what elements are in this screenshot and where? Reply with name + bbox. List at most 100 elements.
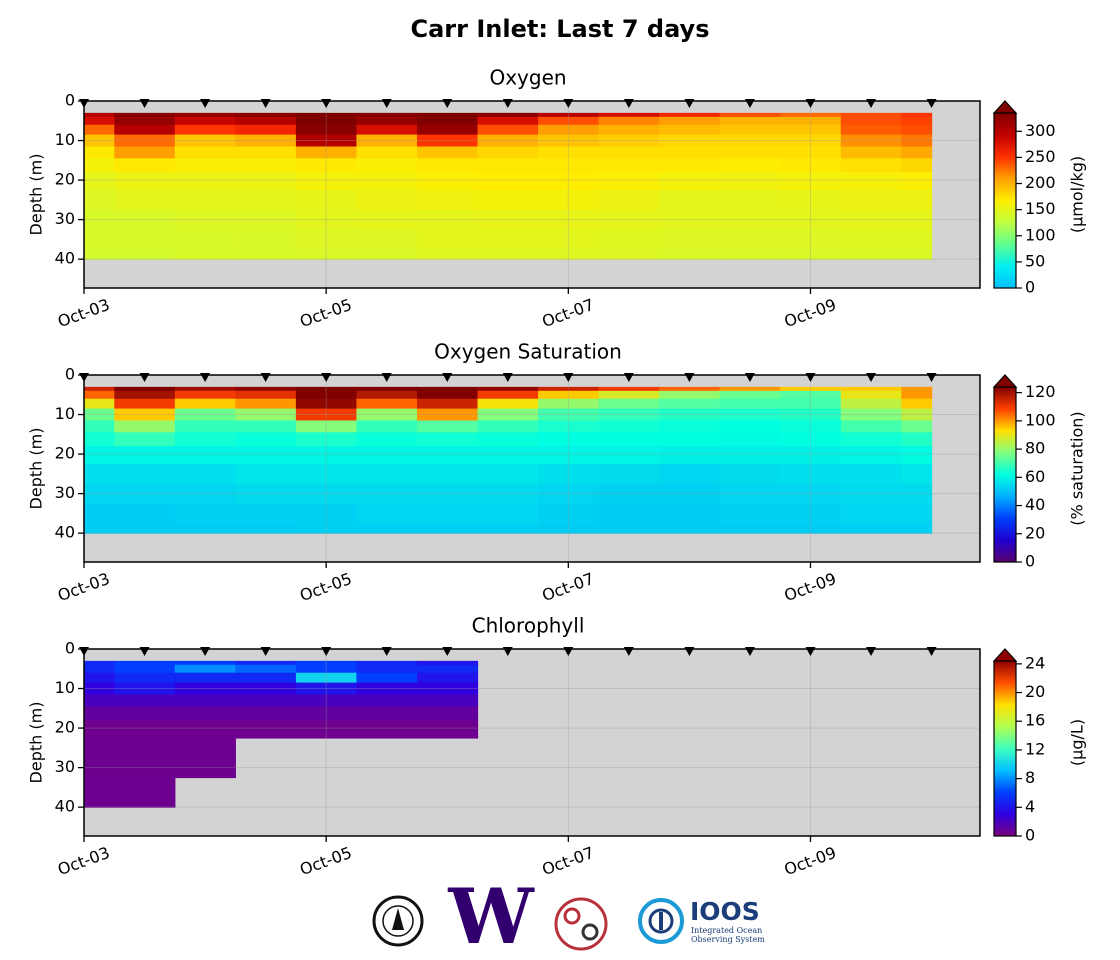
heat-cell [901, 390, 933, 400]
heat-cell [295, 209, 358, 231]
heat-cell [477, 249, 539, 260]
heat-cell [356, 694, 418, 707]
heat-cell [416, 124, 479, 136]
heat-cell [477, 420, 539, 433]
cast-marker [684, 99, 695, 108]
cast-marker [139, 647, 150, 656]
y-axis-label: Depth (m) [27, 428, 46, 510]
heat-cell [719, 446, 781, 465]
y-tick-label: 30 [55, 209, 75, 228]
heat-cell [901, 189, 933, 211]
heat-cell [84, 523, 115, 534]
logo-uw: W [447, 872, 535, 960]
heat-cell [780, 523, 842, 534]
cast-marker [260, 647, 271, 656]
heat-cell [901, 483, 933, 505]
heat-cell [416, 463, 479, 485]
heat-cell [174, 390, 236, 400]
heat-cell [659, 446, 721, 465]
heat-cell [719, 189, 781, 211]
heat-cell [84, 797, 115, 808]
heat-cell [235, 229, 297, 250]
heat-cell [174, 737, 236, 759]
logo-ioos-ring [638, 898, 684, 944]
heat-cell [901, 229, 933, 250]
heat-cell [840, 229, 902, 250]
heat-cell [659, 463, 721, 485]
figure-title: Carr Inlet: Last 7 days [410, 15, 709, 43]
heat-cell [295, 523, 358, 534]
heat-cell [538, 420, 600, 433]
cast-marker [79, 99, 89, 108]
heat-cell [598, 390, 660, 400]
heat-cell [598, 229, 660, 250]
cast-marker [744, 373, 755, 382]
y-tick-label: 40 [55, 797, 75, 816]
heat-cell [840, 420, 902, 433]
cast-marker [381, 99, 392, 108]
heat-cell [780, 408, 842, 422]
heat-cell [416, 660, 479, 666]
heat-cell [84, 706, 115, 721]
heat-cell [598, 420, 660, 433]
heat-cell [538, 386, 600, 392]
heat-cell [295, 398, 358, 410]
colorbar-tick-label: 16 [1025, 711, 1045, 730]
heat-cell [174, 694, 236, 707]
heat-cell [114, 463, 176, 485]
heat-cell [174, 523, 236, 534]
heat-cell [840, 172, 902, 191]
y-tick-label: 30 [55, 483, 75, 502]
heat-cell [477, 483, 539, 505]
colorbar-tick-label: 20 [1025, 523, 1045, 542]
cast-marker [502, 647, 513, 656]
heat-cell [356, 209, 418, 231]
heat-cell [659, 172, 721, 191]
colorbar [994, 113, 1016, 288]
heat-cell [901, 446, 933, 465]
x-tick-label: Oct-03 [55, 295, 112, 331]
colorbar-tick-label: 100 [1025, 410, 1056, 429]
heat-cell [538, 189, 600, 211]
heat-cell [840, 523, 902, 534]
heat-cell [416, 672, 479, 684]
heat-cell [295, 172, 358, 191]
heat-cell [84, 694, 115, 707]
heat-cell [114, 146, 176, 159]
heat-cell [598, 146, 660, 159]
y-tick-label: 20 [55, 170, 75, 189]
heat-cell [356, 124, 418, 136]
colorbar-label: (μg/L) [1068, 719, 1087, 766]
heat-cell [114, 116, 176, 126]
heat-cell [295, 694, 358, 707]
heat-cell [719, 523, 781, 534]
cast-marker [623, 99, 634, 108]
heat-cell [659, 112, 721, 118]
heat-cell [84, 463, 115, 485]
heat-cell [114, 757, 176, 779]
y-tick-label: 0 [65, 365, 75, 384]
heat-cell [538, 134, 600, 148]
y-tick-label: 40 [55, 523, 75, 542]
heat-cell [477, 146, 539, 159]
cast-marker [442, 647, 453, 656]
heat-cell [235, 134, 297, 148]
heat-cell [235, 682, 297, 696]
colorbar-tick-label: 100 [1025, 225, 1056, 244]
heat-cell [295, 706, 358, 721]
heat-cell [598, 249, 660, 260]
heat-cell [295, 189, 358, 211]
colorbar-tick-label: 0 [1025, 278, 1035, 297]
heat-cell [114, 112, 176, 118]
heat-cell [356, 682, 418, 696]
heat-cell [84, 503, 115, 524]
heat-cell [538, 209, 600, 231]
heat-cell [84, 398, 115, 410]
heat-cell [416, 398, 479, 410]
heat-cell [235, 189, 297, 211]
heat-cell [901, 249, 933, 260]
heat-cell [538, 124, 600, 136]
heat-cell [598, 386, 660, 392]
heat-cell [114, 158, 176, 173]
